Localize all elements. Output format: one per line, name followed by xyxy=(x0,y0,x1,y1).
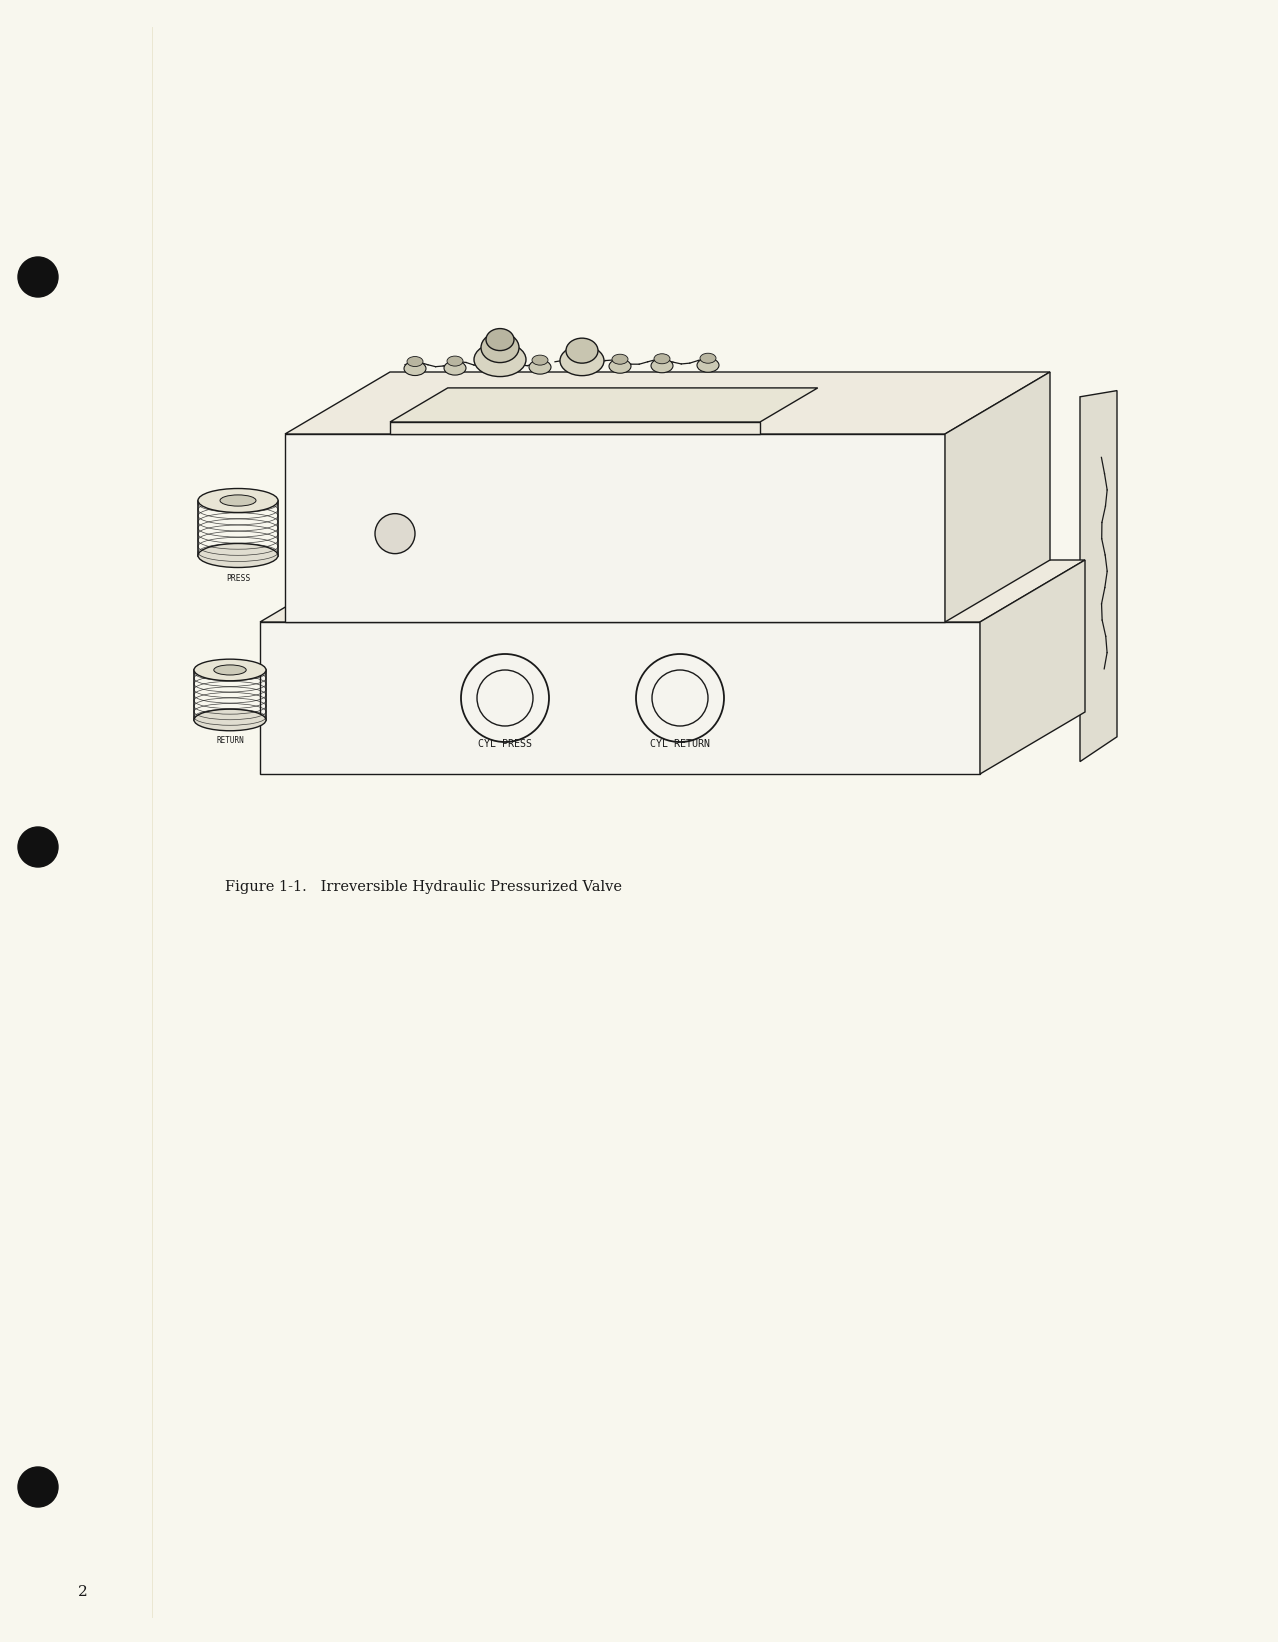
Circle shape xyxy=(374,514,415,553)
Ellipse shape xyxy=(194,658,266,681)
Ellipse shape xyxy=(610,360,631,373)
Polygon shape xyxy=(259,622,980,773)
Ellipse shape xyxy=(220,494,256,506)
Ellipse shape xyxy=(198,489,279,512)
Ellipse shape xyxy=(481,333,519,363)
Polygon shape xyxy=(285,373,1051,433)
Circle shape xyxy=(18,1466,58,1507)
Text: CYL RETURN: CYL RETURN xyxy=(651,739,711,749)
Ellipse shape xyxy=(700,353,716,363)
Ellipse shape xyxy=(198,544,279,568)
Ellipse shape xyxy=(447,356,463,366)
Ellipse shape xyxy=(532,355,548,365)
Ellipse shape xyxy=(654,353,670,365)
Polygon shape xyxy=(944,373,1051,622)
Circle shape xyxy=(18,828,58,867)
Text: Figure 1-1.   Irreversible Hydraulic Pressurized Valve: Figure 1-1. Irreversible Hydraulic Press… xyxy=(225,880,622,893)
Ellipse shape xyxy=(406,356,423,366)
Polygon shape xyxy=(285,433,944,622)
Ellipse shape xyxy=(213,665,247,675)
Polygon shape xyxy=(259,560,1085,622)
Ellipse shape xyxy=(529,360,551,374)
Text: 2: 2 xyxy=(78,1585,88,1599)
Polygon shape xyxy=(390,388,818,422)
Ellipse shape xyxy=(486,328,514,351)
Ellipse shape xyxy=(697,358,720,373)
Text: CYL PRESS: CYL PRESS xyxy=(478,739,532,749)
Text: PRESS: PRESS xyxy=(226,573,250,583)
Ellipse shape xyxy=(651,358,674,373)
Ellipse shape xyxy=(474,343,527,376)
Ellipse shape xyxy=(194,709,266,731)
Polygon shape xyxy=(390,422,760,433)
Ellipse shape xyxy=(560,346,604,376)
Text: RETURN: RETURN xyxy=(216,736,244,745)
Ellipse shape xyxy=(566,338,598,363)
Polygon shape xyxy=(980,560,1085,773)
Polygon shape xyxy=(1080,391,1117,762)
Ellipse shape xyxy=(443,361,466,374)
Ellipse shape xyxy=(404,361,426,376)
Ellipse shape xyxy=(612,355,627,365)
Circle shape xyxy=(18,258,58,297)
